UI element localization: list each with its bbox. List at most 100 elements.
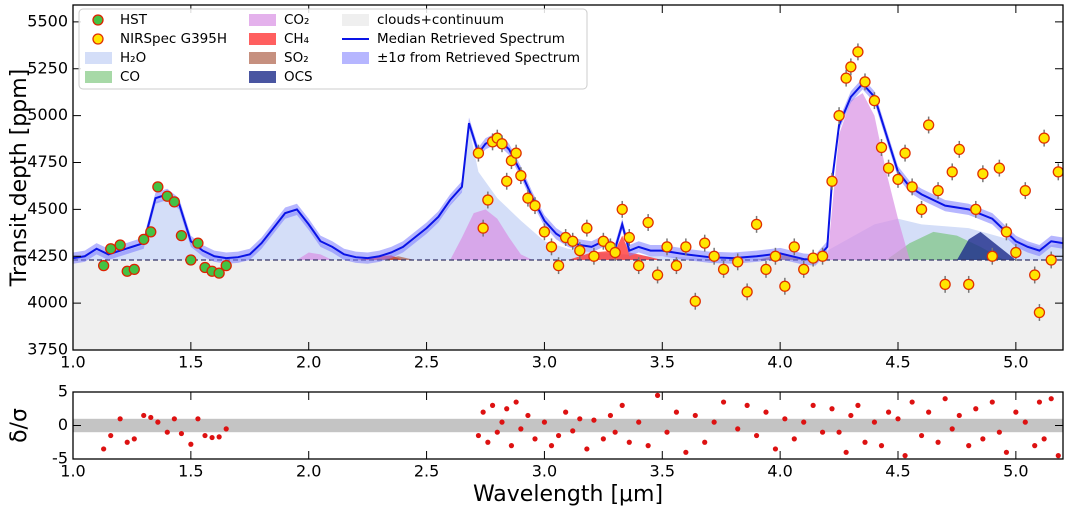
data-point [932,184,944,197]
data-point [515,169,527,182]
data-point [772,446,779,452]
data-point [588,250,600,262]
legend-label: clouds+continuum [377,12,504,28]
legend-marker [342,52,369,64]
plot-area [73,392,1063,459]
data-point [612,429,618,435]
data-point [848,412,854,419]
data-point [552,259,565,272]
data-point [769,250,782,262]
legend-item: OCS [249,69,313,85]
legend-label: CO [120,69,140,85]
data-point [735,426,741,432]
data-point [518,426,524,432]
data-point [986,250,998,262]
x-tick-label: 1.5 [178,462,203,481]
component-area [73,260,1063,350]
data-point [1003,449,1010,455]
data-point [195,416,201,422]
data-point [819,429,826,435]
y-tick-label: 0 [58,415,68,434]
data-point [868,94,881,107]
data-point [683,449,689,455]
data-point [810,402,816,408]
data-point [581,222,593,234]
data-point [763,409,769,415]
data-point [175,229,188,242]
legend-item: HST [92,12,148,28]
data-point [138,233,150,246]
data-point [692,412,698,419]
data-point [717,263,730,276]
data-point [213,267,225,279]
data-point [859,76,871,88]
data-point [862,439,868,445]
legend-marker [85,71,112,83]
data-point [600,436,606,442]
data-point [852,46,864,58]
data-point [1029,269,1041,281]
data-point [807,252,819,264]
residual-panel: 1.0 1.5 2.0 2.5 3.0 3.5 4.0 4.5 5.0 -5 0 5 δ/σ Wavele… [7,382,1064,507]
legend-label: H₂O [120,50,146,66]
data-point [171,416,177,422]
data-point [499,419,505,425]
data-point [117,416,123,422]
data-point [1013,409,1019,415]
data-point [645,443,651,449]
data-point [532,436,538,442]
data-point [843,449,849,455]
x-tick-label: 3.0 [532,462,557,481]
x-tick-label: 4.0 [767,353,792,372]
data-point [548,443,555,449]
data-point [953,143,965,156]
plot-area [73,43,1063,350]
data-point [878,443,885,449]
data-point [1045,254,1057,266]
data-point [993,162,1006,174]
x-tick-label: 5.0 [1003,353,1028,372]
data-point [661,241,673,253]
legend: HST NIRSpec G395H H₂O CO CO₂ CH₄ SO₂ OCS clouds+… [78,8,588,90]
y-axis-label: δ/σ [7,408,32,443]
data-point [654,392,661,398]
data-point [942,396,948,402]
y-tick-label: 5250 [27,58,68,77]
data-point [801,419,807,425]
data-point [702,439,708,445]
y-tick-label: 4500 [27,199,68,218]
data-point [145,226,157,238]
legend-label: HST [120,12,148,28]
data-point [664,429,670,435]
x-tick-label: 4.5 [885,353,910,372]
data-point [188,441,194,447]
legend-label: CO₂ [284,12,309,28]
data-point [642,216,654,229]
data-point [816,250,829,262]
data-point [496,138,508,150]
data-point [616,203,628,216]
data-point [563,409,569,415]
data-point [720,399,727,405]
data-point [148,414,154,421]
data-point [152,181,164,193]
data-point [485,439,491,445]
data-point [1041,436,1047,442]
data-point [651,269,664,281]
data-point [636,419,642,425]
data-point [798,263,810,276]
data-point [494,429,500,435]
data-point [1038,132,1050,144]
y-tick-label: 5 [58,382,68,401]
y-tick-label: 3750 [27,340,68,359]
legend-item: CO [85,69,140,85]
data-point [545,241,558,253]
data-point [114,239,126,251]
legend-label: NIRSpec G395H [120,31,227,47]
data-point [673,409,680,415]
data-point [185,254,197,266]
legend-marker [342,14,369,26]
data-point [609,246,621,259]
legend-item: clouds+continuum [342,12,504,28]
data-point [529,199,541,212]
